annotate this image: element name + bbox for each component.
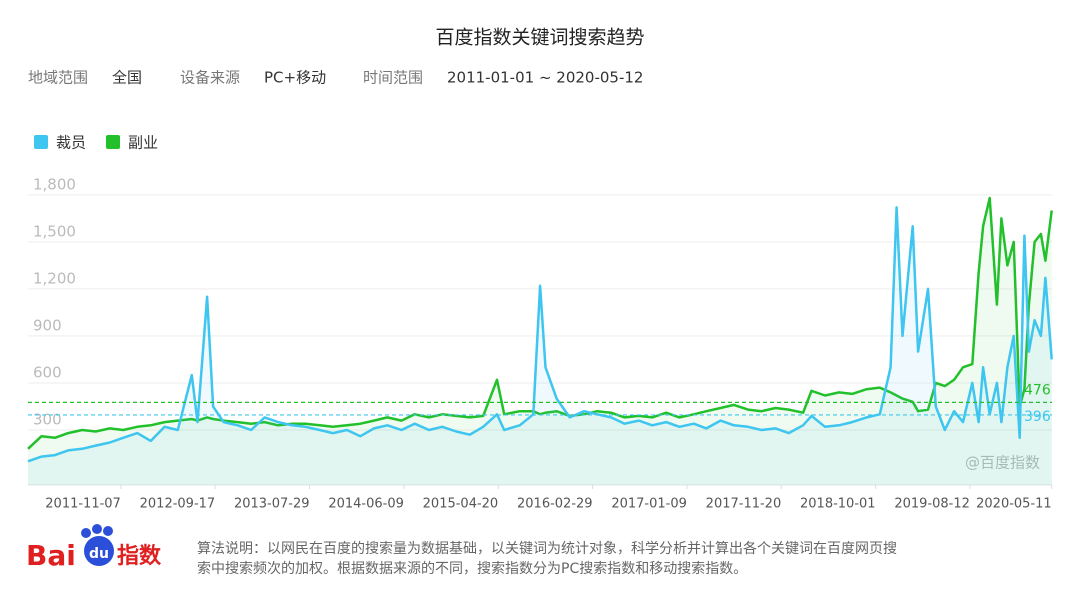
y-tick-label: 900 [33, 316, 62, 334]
filter-value: 全国 [112, 69, 142, 87]
y-tick-label: 1,200 [33, 269, 76, 287]
filter-label: 地域范围 [28, 69, 88, 87]
logo-text: du [89, 546, 109, 562]
logo-paw [84, 536, 114, 566]
reference-label: 396 [1024, 409, 1051, 425]
y-tick-label: 1,800 [33, 175, 76, 193]
y-tick-label: 600 [33, 363, 62, 381]
legend-swatch [34, 135, 48, 149]
note: 算法说明：以网民在百度的搜索量为数据基础，以关键词为统计对象，科学分析并计算出各… [197, 540, 897, 557]
x-tick-label: 2016-02-29 [517, 497, 593, 512]
x-tick-label: 2019-08-12 [894, 497, 970, 512]
x-tick-label: 2014-06-09 [328, 497, 404, 512]
reference-label: 476 [1024, 382, 1051, 398]
logo-text: Bai [26, 539, 76, 572]
series-area [28, 198, 1052, 485]
x-tick-label: 2020-05-11 [976, 497, 1052, 512]
x-tick-label: 2018-10-01 [800, 497, 876, 512]
logo-paw [92, 524, 102, 534]
filter-value: 2011-01-01 ~ 2020-05-12 [447, 69, 643, 87]
series-area [28, 207, 1052, 485]
note: 索中搜索频次的加权。根据数据来源的不同，搜索指数分为PC搜索指数和移动搜索指数。 [197, 560, 747, 577]
x-tick-label: 2011-11-07 [45, 497, 121, 512]
filter-label: 设备来源 [180, 69, 240, 87]
legend-swatch [106, 135, 120, 149]
x-tick-label: 2017-11-20 [706, 497, 782, 512]
filter-value: PC+移动 [264, 69, 326, 87]
y-tick-label: 1,500 [33, 222, 76, 240]
logo-paw [103, 526, 113, 536]
logo-paw [81, 528, 91, 538]
y-tick-label: 300 [33, 410, 62, 428]
legend-label: 裁员 [56, 134, 86, 152]
series-line [27, 206, 1053, 463]
x-tick-label: 2015-04-20 [423, 497, 499, 512]
x-tick-label: 2012-09-17 [140, 497, 216, 512]
title: 百度指数关键词搜索趋势 [435, 27, 644, 49]
x-tick-label: 2013-07-29 [234, 497, 310, 512]
filter-label: 时间范围 [363, 69, 423, 87]
logo-text: 指数 [117, 543, 162, 569]
x-tick-label: 2017-01-09 [611, 497, 687, 512]
series-line [27, 196, 1053, 450]
legend-label: 副业 [128, 134, 158, 152]
watermark: @百度指数 [965, 454, 1040, 472]
